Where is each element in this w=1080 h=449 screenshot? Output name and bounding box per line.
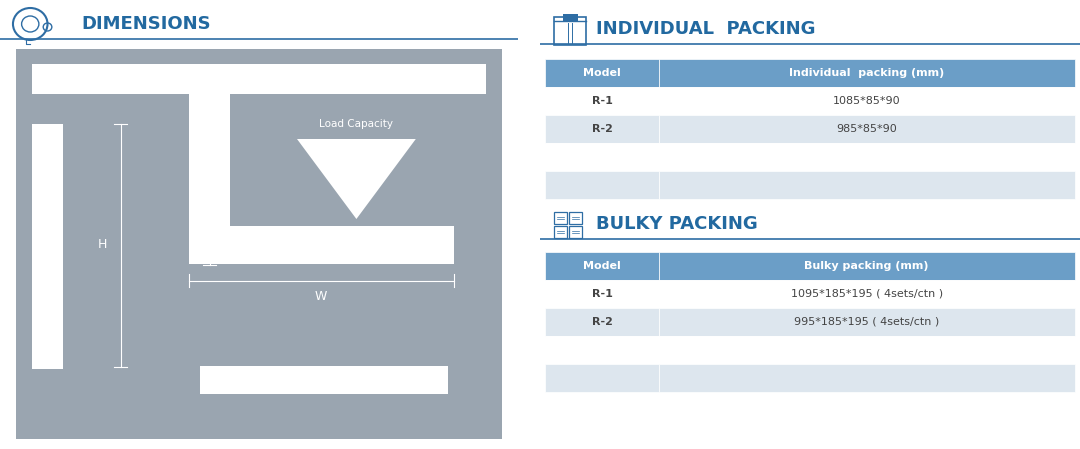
Bar — [554, 226, 567, 238]
Text: BULKY PACKING: BULKY PACKING — [596, 215, 758, 233]
Bar — [659, 336, 1075, 364]
Text: Bulky packing (mm): Bulky packing (mm) — [805, 261, 929, 271]
Text: H: H — [98, 238, 107, 251]
Bar — [545, 143, 659, 171]
Bar — [545, 171, 659, 199]
Text: Individual  packing (mm): Individual packing (mm) — [789, 68, 944, 78]
Bar — [569, 226, 582, 238]
Text: Load Capacity: Load Capacity — [320, 119, 393, 129]
Bar — [545, 364, 659, 392]
Bar — [659, 87, 1075, 115]
Bar — [200, 366, 448, 394]
Text: W: W — [314, 290, 327, 303]
Text: 1085*85*90: 1085*85*90 — [833, 96, 901, 106]
Bar — [659, 280, 1075, 308]
Bar — [563, 14, 578, 21]
Text: Model: Model — [583, 261, 621, 271]
Bar — [569, 212, 582, 224]
Text: R-1: R-1 — [592, 96, 612, 106]
Bar — [554, 212, 567, 224]
Bar — [545, 87, 659, 115]
Text: 995*185*195 ( 4sets/ctn ): 995*185*195 ( 4sets/ctn ) — [794, 317, 940, 327]
Text: R-2: R-2 — [592, 317, 612, 327]
Text: 1095*185*195 ( 4sets/ctn ): 1095*185*195 ( 4sets/ctn ) — [791, 289, 943, 299]
Text: 985*85*90: 985*85*90 — [836, 124, 897, 134]
Bar — [16, 49, 502, 439]
Polygon shape — [297, 139, 416, 219]
Text: Model: Model — [583, 68, 621, 78]
Bar — [545, 336, 659, 364]
Text: INDIVIDUAL  PACKING: INDIVIDUAL PACKING — [596, 20, 815, 38]
Bar — [659, 59, 1075, 87]
Bar — [659, 143, 1075, 171]
Text: R-2: R-2 — [592, 124, 612, 134]
Bar — [659, 308, 1075, 336]
Bar — [659, 171, 1075, 199]
Bar — [545, 59, 659, 87]
Text: R-1: R-1 — [592, 289, 612, 299]
Bar — [554, 17, 586, 45]
Bar — [545, 308, 659, 336]
Bar — [545, 252, 659, 280]
Bar — [545, 280, 659, 308]
Bar — [189, 94, 230, 264]
Bar — [545, 115, 659, 143]
Bar — [659, 364, 1075, 392]
Bar — [32, 64, 486, 94]
Text: DIMENSIONS: DIMENSIONS — [81, 15, 211, 33]
Bar — [659, 115, 1075, 143]
Bar — [189, 226, 454, 264]
Bar — [659, 252, 1075, 280]
Bar — [32, 124, 63, 369]
Text: L: L — [229, 70, 235, 84]
